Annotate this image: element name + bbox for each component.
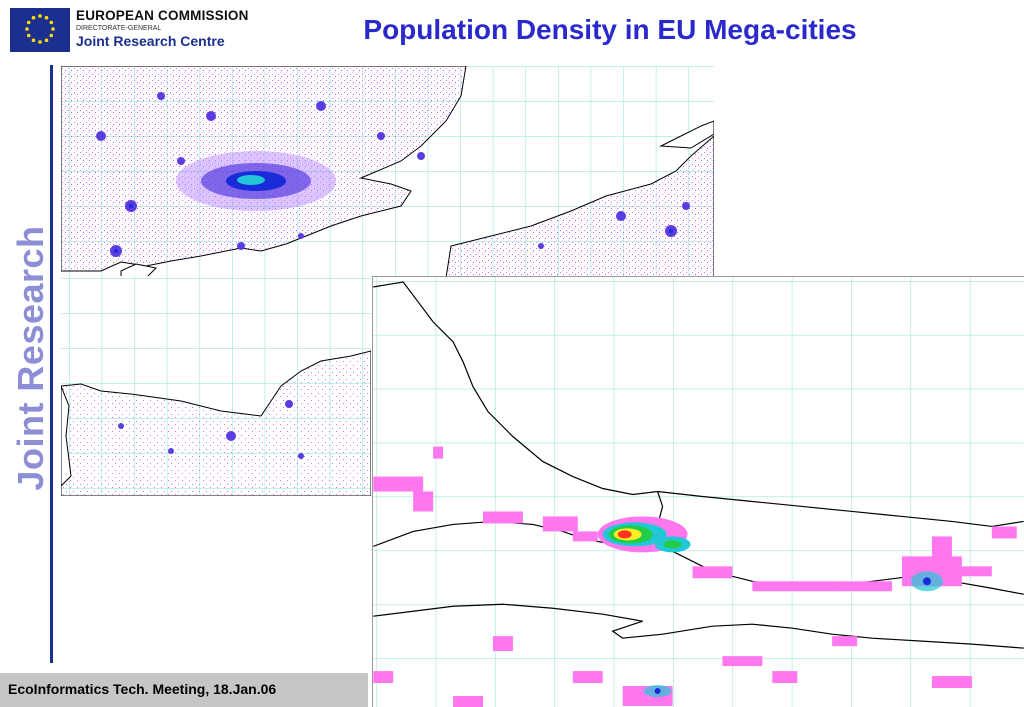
map-normandy xyxy=(61,276,371,496)
org-name: EUROPEAN COMMISSION xyxy=(76,8,249,23)
sidebar-divider xyxy=(50,65,53,663)
map-istanbul xyxy=(372,276,1024,707)
footer-bar: EcoInformatics Tech. Meeting, 18.Jan.06 xyxy=(0,673,368,707)
footer-text: EcoInformatics Tech. Meeting, 18.Jan.06 xyxy=(8,681,277,697)
eu-flag-icon xyxy=(10,8,70,52)
directorate-label: DIRECTORATE-GENERAL xyxy=(76,25,162,32)
vertical-side-label: Joint Research Centre xyxy=(10,225,101,491)
ec-logo: EUROPEAN COMMISSION DIRECTORATE-GENERAL … xyxy=(10,8,250,54)
map-london xyxy=(61,66,714,278)
centre-name: Joint Research Centre xyxy=(76,33,225,49)
page-title: Population Density in EU Mega-cities xyxy=(363,14,857,45)
